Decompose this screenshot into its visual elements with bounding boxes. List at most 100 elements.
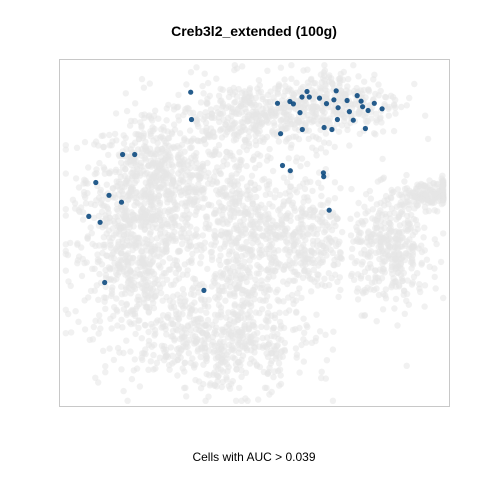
background-cell-point (399, 277, 406, 285)
background-cell-point (277, 211, 284, 219)
background-cell-point (102, 363, 109, 370)
background-cell-point (217, 170, 225, 178)
background-cell-point (301, 185, 309, 193)
background-cell-point (377, 176, 384, 183)
background-cell-point (128, 375, 136, 383)
highlighted-cell-point (320, 170, 326, 176)
background-cell-point (301, 194, 308, 201)
background-cell-point (373, 119, 380, 126)
background-cell-point (195, 165, 202, 172)
background-cell-point (297, 260, 304, 267)
background-cell-point (157, 289, 165, 297)
background-cell-point (181, 212, 188, 219)
background-cell-point (99, 249, 106, 257)
highlighted-cell-point (297, 110, 303, 116)
background-cell-point (253, 336, 260, 343)
background-cell-point (179, 365, 186, 372)
background-cell-point (190, 362, 197, 369)
background-cell-point (338, 110, 345, 117)
background-cell-point (81, 138, 89, 146)
background-cell-point (229, 337, 236, 345)
background-cell-point (366, 187, 374, 195)
background-cell-point (272, 187, 279, 194)
background-cell-point (212, 355, 220, 362)
background-cell-point (268, 357, 275, 365)
background-cell-point (293, 308, 300, 315)
background-cell-point (381, 202, 388, 209)
background-cell-point (245, 128, 253, 135)
background-cell-point (114, 247, 121, 255)
background-cell-point (293, 79, 300, 87)
background-cell-point (92, 317, 99, 324)
background-cell-point (175, 113, 182, 120)
background-cell-point (256, 82, 263, 89)
background-cell-point (358, 272, 365, 280)
background-cell-point (226, 321, 233, 328)
background-cell-point (218, 274, 225, 281)
background-cell-point (354, 285, 362, 292)
background-cell-point (121, 179, 129, 186)
background-cell-point (371, 216, 379, 224)
background-cell-point (396, 230, 403, 237)
background-cell-point (308, 339, 316, 346)
background-cell-point (321, 61, 328, 69)
background-cell-point (95, 212, 103, 220)
background-cell-point (150, 270, 158, 278)
background-cell-point (183, 330, 190, 337)
background-cell-point (238, 175, 246, 182)
background-cell-point (293, 116, 301, 124)
background-cell-point (308, 248, 315, 255)
background-cell-point (268, 259, 276, 266)
background-cell-point (107, 244, 115, 251)
background-cell-point (334, 260, 341, 268)
background-cell-point (216, 188, 223, 196)
background-cell-point (71, 205, 79, 212)
background-cell-point (348, 254, 355, 261)
background-cell-point (154, 242, 161, 249)
background-cell-point (282, 125, 290, 132)
background-cell-point (72, 308, 79, 315)
background-cell-point (157, 176, 164, 184)
background-cell-point (278, 116, 285, 124)
background-cell-point (114, 344, 122, 352)
background-cell-point (223, 314, 230, 321)
background-cell-point (114, 271, 121, 278)
background-cell-point (111, 130, 119, 138)
background-cell-point (363, 239, 370, 246)
background-cell-point (432, 285, 439, 292)
highlighted-cell-point (354, 93, 360, 99)
background-cell-point (281, 246, 289, 254)
background-cell-point (263, 324, 270, 331)
background-cell-point (217, 231, 225, 238)
background-cell-point (428, 191, 435, 198)
background-cell-point (135, 301, 143, 308)
background-cell-point (217, 366, 225, 373)
background-cell-point (82, 200, 90, 207)
background-cell-point (189, 250, 196, 258)
background-cell-point (249, 156, 256, 164)
background-cell-point (151, 327, 159, 334)
background-cell-point (142, 179, 149, 186)
background-cell-point (229, 248, 236, 255)
background-cell-point (255, 224, 263, 232)
background-cell-point (261, 205, 269, 212)
background-cell-point (166, 255, 173, 262)
background-cell-point (68, 329, 75, 336)
background-cell-point (265, 273, 273, 281)
background-cell-point (398, 201, 405, 208)
background-cell-point (233, 285, 240, 292)
background-cell-point (185, 258, 192, 266)
background-cell-point (211, 311, 219, 318)
background-cell-point (403, 250, 410, 257)
background-cell-point (287, 265, 295, 272)
background-cell-point (345, 75, 352, 83)
background-cell-point (313, 134, 320, 141)
background-cell-point (245, 186, 253, 193)
background-cell-point (335, 128, 343, 135)
background-cell-point (375, 291, 383, 299)
background-cell-point (177, 167, 184, 174)
background-cell-point (240, 216, 247, 223)
background-cell-point (255, 77, 263, 84)
background-cell-point (373, 201, 380, 208)
background-cell-point (361, 78, 368, 85)
